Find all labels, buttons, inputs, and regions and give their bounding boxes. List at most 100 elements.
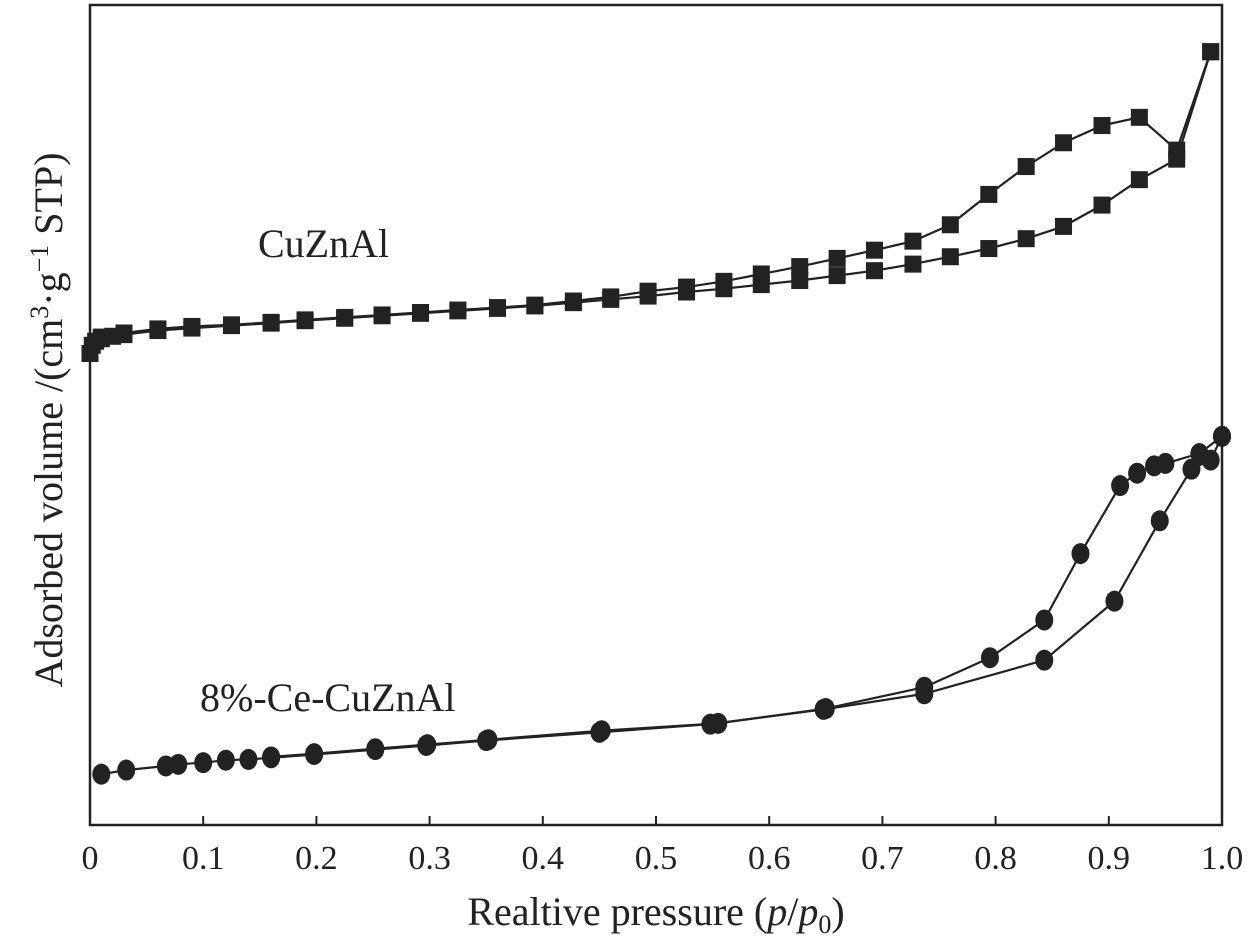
data-point: [1128, 462, 1147, 484]
data-point: [183, 317, 201, 335]
data-point: [1130, 108, 1148, 126]
series-cuznal: [81, 43, 1220, 362]
data-point: [865, 262, 883, 280]
data-point: [479, 729, 498, 751]
x-tick-label: 0.8: [974, 840, 1017, 877]
data-point: [1017, 158, 1035, 176]
data-point: [1035, 649, 1054, 671]
x-tick-label: 0.4: [522, 840, 565, 877]
data-point: [366, 738, 385, 760]
series-layer: [81, 43, 1231, 785]
data-point: [1145, 455, 1164, 477]
data-point: [418, 734, 437, 756]
data-point: [828, 249, 846, 267]
adsorption-line-ce-cuznal: [101, 435, 1223, 776]
x-axis-title-p0: p: [795, 889, 818, 934]
data-point: [915, 676, 934, 698]
data-point: [1190, 443, 1209, 465]
x-tick-label: 0.3: [408, 840, 451, 877]
data-point: [1105, 590, 1124, 612]
data-point: [1055, 217, 1073, 235]
y-axis-title-sup1: 3: [25, 306, 54, 319]
data-point: [865, 241, 883, 259]
data-point: [194, 752, 213, 774]
data-point: [1150, 510, 1169, 532]
data-point: [239, 748, 258, 770]
y-axis-title-mid: ·g: [26, 272, 71, 305]
series-label-cuznal: CuZnAl: [258, 221, 389, 266]
data-point: [592, 720, 611, 742]
series-label-ce-cuznal: 8%-Ce-CuZnAl: [200, 675, 456, 720]
x-tick-label: 0.6: [748, 840, 791, 877]
x-tick-label: 1.0: [1201, 840, 1244, 877]
data-point: [92, 763, 111, 785]
data-point: [1035, 609, 1054, 631]
data-point: [115, 324, 133, 342]
y-axis-title: Adsorbed volume /(cm3·g−1 STP): [25, 152, 71, 687]
x-tick-label: 0.7: [861, 840, 904, 877]
data-point: [296, 311, 314, 329]
x-tick-label: 0.1: [182, 840, 225, 877]
data-point: [709, 712, 728, 734]
data-point: [1055, 134, 1073, 152]
data-point: [904, 255, 922, 273]
data-point: [564, 292, 582, 310]
y-axis-title-suffix: STP): [26, 152, 71, 244]
data-point: [941, 216, 959, 234]
data-point: [639, 282, 657, 300]
adsorption-line-cuznal: [88, 51, 1212, 354]
data-point: [980, 647, 999, 669]
x-tick-label: 0.5: [635, 840, 678, 877]
data-point: [791, 258, 809, 276]
data-point: [92, 328, 110, 346]
x-axis-title-prefix: Realtive pressure (: [467, 889, 767, 934]
data-point: [169, 753, 188, 775]
data-point: [791, 272, 809, 290]
data-point: [489, 299, 507, 317]
data-point: [373, 306, 391, 324]
y-axis-title-prefix: Adsorbed volume /(cm: [26, 319, 71, 688]
data-point: [752, 265, 770, 283]
x-axis-title-slash: /: [787, 889, 799, 934]
data-point: [1093, 196, 1111, 214]
x-tick-label: 0: [82, 840, 99, 877]
data-point: [980, 185, 998, 203]
x-axis-title: Realtive pressure (p/p0): [467, 889, 844, 939]
data-point: [1093, 117, 1111, 135]
x-axis-title-suffix: ): [831, 889, 844, 934]
x-axis-title-sub: 0: [818, 910, 831, 939]
data-point: [336, 308, 354, 326]
data-point: [828, 267, 846, 285]
data-point: [941, 248, 959, 266]
series-ce-cuznal: [92, 425, 1231, 785]
x-tick-label: 0.9: [1088, 840, 1131, 877]
data-point: [904, 232, 922, 250]
data-point: [117, 759, 136, 781]
data-point: [678, 278, 696, 296]
data-point: [262, 746, 281, 768]
data-point: [149, 320, 167, 338]
x-tick-label: 0.2: [295, 840, 338, 877]
data-point: [1071, 543, 1090, 565]
data-point: [1017, 230, 1035, 248]
data-point: [1111, 475, 1130, 497]
data-point: [1202, 43, 1220, 61]
data-point: [1168, 141, 1186, 159]
data-point: [526, 296, 544, 314]
data-point: [412, 304, 430, 321]
data-point: [816, 698, 835, 720]
data-point: [262, 313, 280, 331]
data-point: [216, 749, 235, 771]
data-point: [602, 288, 620, 306]
y-axis-title-sup2: −1: [25, 245, 54, 273]
data-point: [980, 240, 998, 258]
data-point: [1182, 458, 1201, 480]
x-axis: 0 0.1 0.2 0.3 0.4 0.5 0.6 0.7 0.8 0.9 1.0: [82, 816, 1244, 877]
data-point: [1130, 171, 1148, 189]
x-axis-title-p: p: [764, 889, 787, 934]
data-point: [305, 743, 324, 765]
data-point: [223, 316, 240, 334]
data-point: [715, 272, 733, 290]
data-point: [449, 301, 467, 319]
